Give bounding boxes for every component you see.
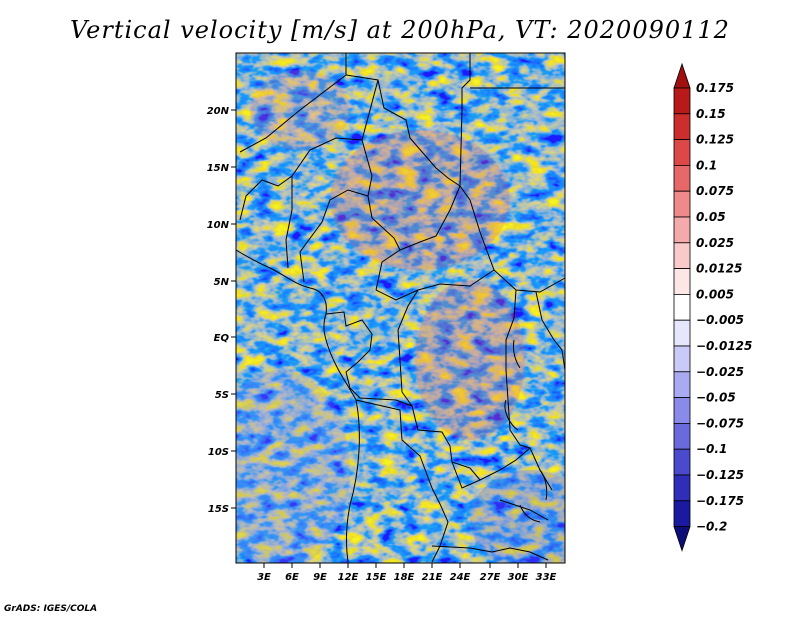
colorbar-swatch: [673, 268, 691, 295]
colorbar-swatch: [673, 62, 691, 89]
colorbar-swatch: [673, 448, 691, 476]
lat-label-20n: 20N: [207, 106, 230, 117]
colorbar-swatch: [673, 87, 691, 115]
colorbar-label: 0.05: [696, 210, 726, 224]
colorbar-label: 0.1: [696, 158, 717, 172]
lon-label-27e: 27E: [480, 572, 501, 583]
lat-label-5s: 5S: [215, 390, 229, 401]
colorbar-swatch: [673, 216, 691, 244]
colorbar-label: −0.005: [696, 313, 744, 327]
lon-label-3e: 3E: [257, 572, 271, 583]
colorbar-swatch: [673, 526, 691, 552]
grads-credit: GrADS: IGES/COLA: [4, 604, 98, 614]
lon-label-30e: 30E: [508, 572, 529, 583]
colorbar-label: 0.15: [696, 107, 726, 121]
colorbar-label: −0.025: [696, 365, 744, 379]
plot-title: Vertical velocity [m/s] at 200hPa, VT: 2…: [70, 16, 730, 44]
colorbar-swatch: [673, 422, 691, 450]
colorbar-swatch: [673, 500, 691, 527]
lat-label-15s: 15S: [208, 504, 229, 515]
colorbar-swatch: [673, 242, 691, 270]
lon-label-33e: 33E: [536, 572, 557, 583]
velocity-field: [236, 53, 565, 563]
colorbar-swatch: [673, 113, 691, 141]
colorbar-label: 0.075: [696, 184, 734, 198]
colorbar-swatch: [673, 319, 691, 347]
lon-label-9e: 9E: [313, 572, 327, 583]
map-frame: [235, 52, 566, 564]
colorbar-label: −0.05: [696, 391, 736, 405]
lat-label-eq: EQ: [214, 333, 230, 344]
colorbar-label: 0.0125: [696, 262, 742, 276]
lon-label-21e: 21E: [422, 572, 443, 583]
colorbar-label: −0.175: [696, 494, 744, 508]
colorbar-label: −0.125: [696, 468, 744, 482]
colorbar-label: −0.1: [696, 442, 727, 456]
lon-label-18e: 18E: [394, 572, 415, 583]
colorbar-swatch: [673, 397, 691, 424]
lon-label-15e: 15E: [366, 572, 387, 583]
lat-label-10n: 10N: [207, 220, 230, 231]
political-boundaries: [235, 53, 566, 563]
colorbar-swatch: [673, 371, 691, 398]
colorbar-label: 0.175: [696, 81, 734, 95]
colorbar-label: 0.005: [696, 287, 734, 301]
colorbar-swatch: [673, 474, 691, 502]
lon-label-6e: 6E: [285, 572, 299, 583]
colorbar-swatch: [673, 293, 691, 321]
lon-label-12e: 12E: [338, 572, 359, 583]
colorbar-swatch: [673, 139, 691, 166]
colorbar-swatch: [673, 345, 691, 373]
lat-label-10s: 10S: [208, 447, 229, 458]
colorbar-swatch: [673, 190, 691, 218]
colorbar-label: 0.025: [696, 236, 734, 250]
lon-label-24e: 24E: [450, 572, 471, 583]
colorbar-swatch: [673, 164, 691, 192]
colorbar: 0.175 0.15 0.125 0.1 0.075 0.05 0.025 0.0125 0.0…: [673, 62, 752, 552]
longitude-axis: 3E 6E 9E 12E 15E 18E 21E 24E 27E 30E 33E: [257, 563, 557, 583]
lat-label-5n: 5N: [214, 277, 230, 288]
colorbar-label: −0.0125: [696, 339, 752, 353]
lat-label-15n: 15N: [207, 163, 230, 174]
colorbar-label: −0.2: [696, 520, 727, 534]
colorbar-label: 0.125: [696, 133, 734, 147]
latitude-axis: 20N 15N 10N 5N EQ 5S 10S 15S: [207, 106, 236, 515]
colorbar-label: −0.075: [696, 416, 744, 430]
